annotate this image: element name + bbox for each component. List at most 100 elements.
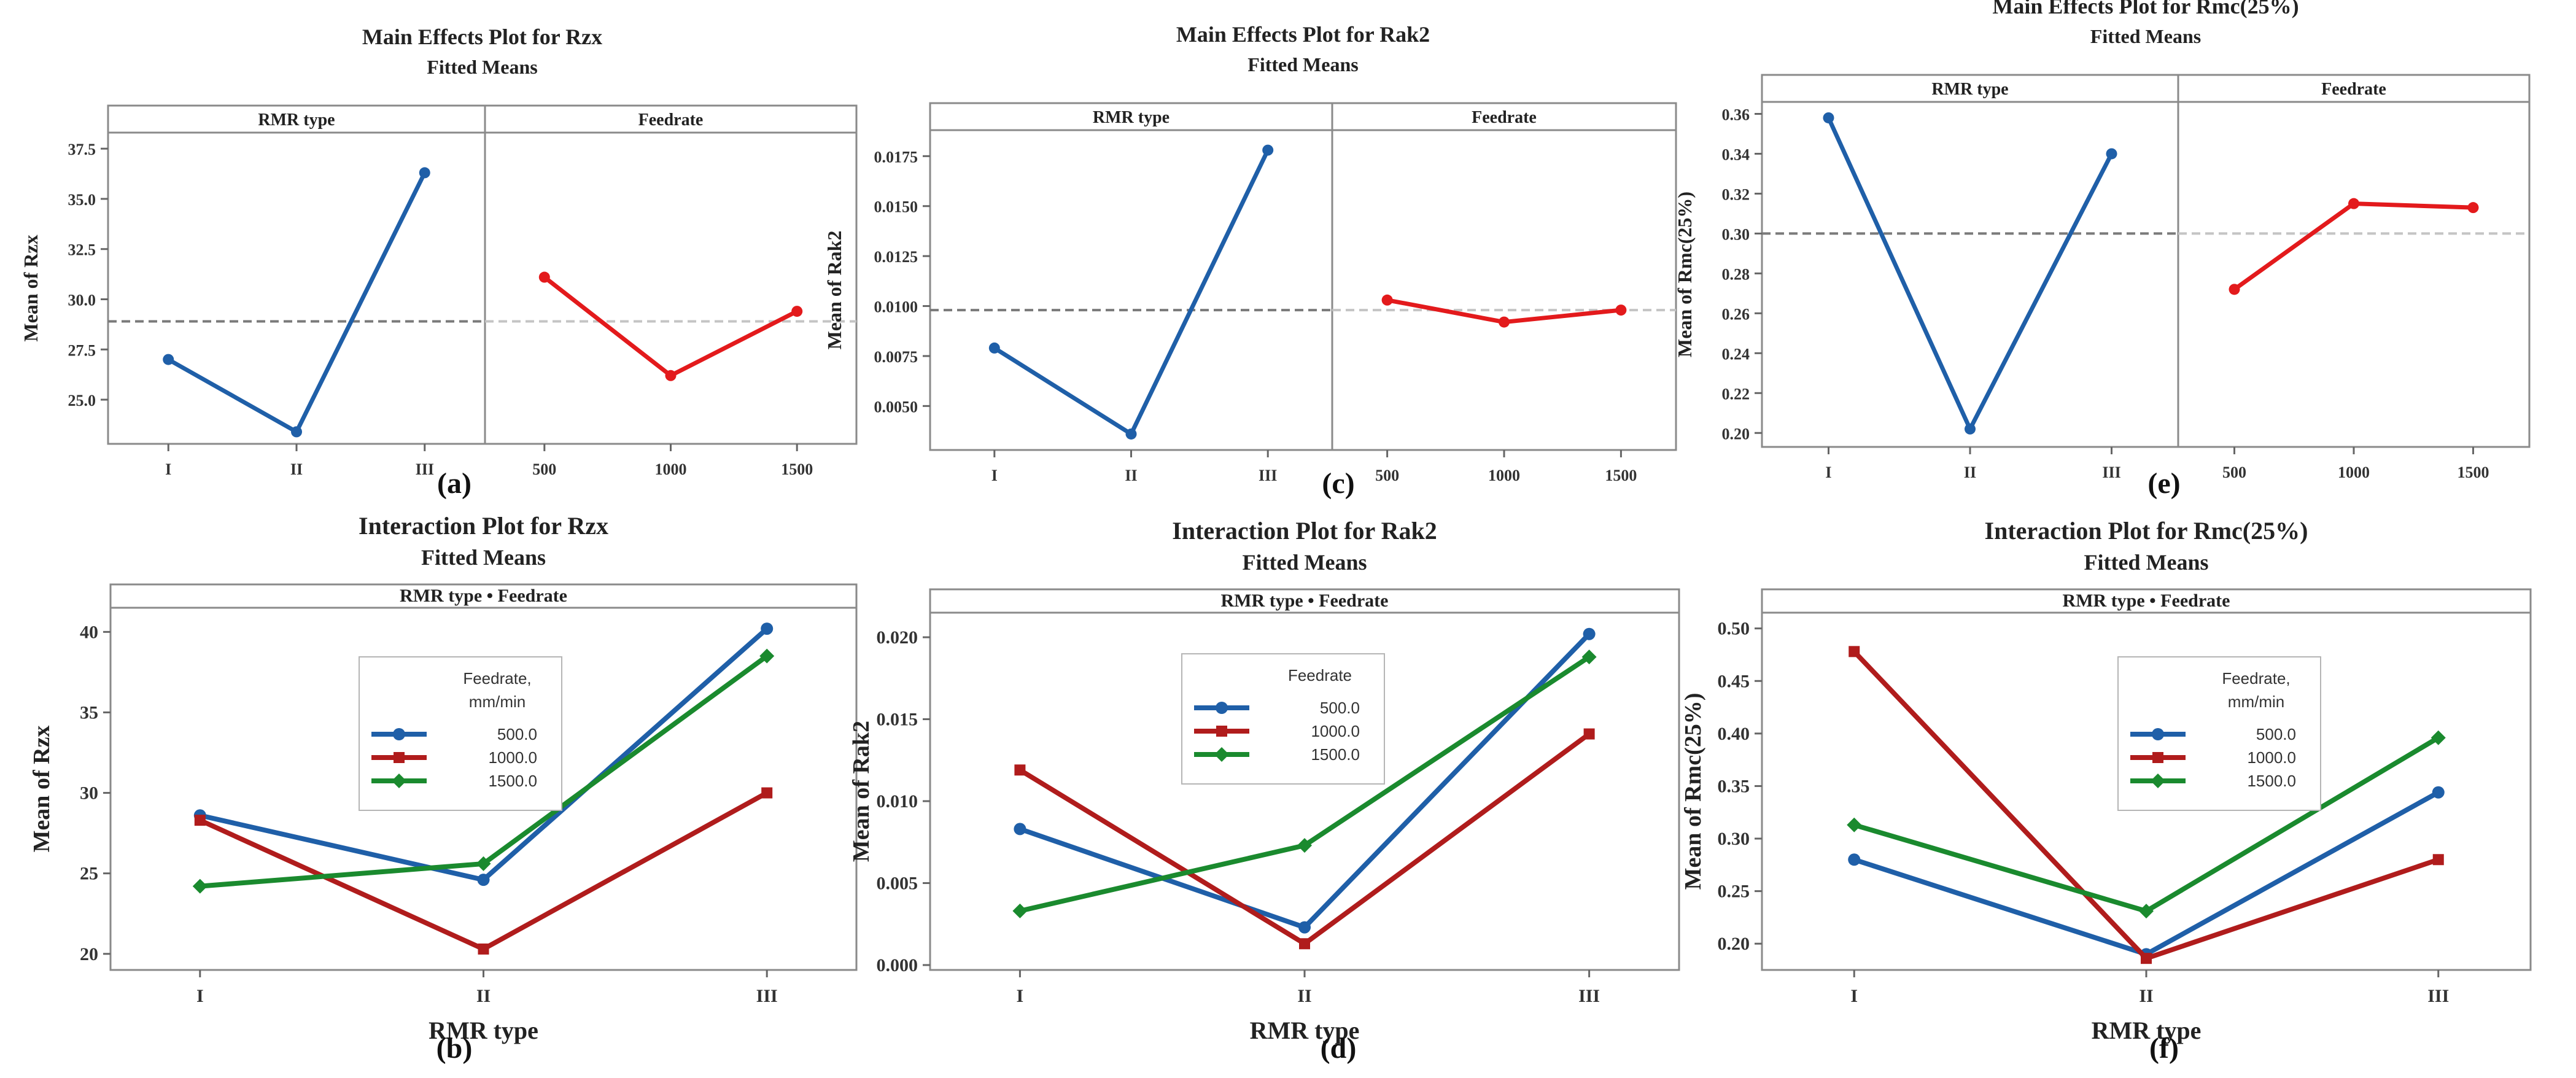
data-point — [2431, 730, 2446, 745]
data-point — [988, 342, 1000, 354]
y-tick-label: 0.40 — [1718, 724, 1750, 744]
facet-strip-label: Feedrate — [2321, 80, 2386, 99]
legend-entry: 1500.0 — [2247, 772, 2296, 790]
y-tick-label: 0.0175 — [874, 148, 918, 166]
y-tick-label: 0.005 — [877, 874, 918, 894]
data-point — [2139, 904, 2154, 919]
y-tick-label: 30 — [80, 783, 98, 804]
series-line — [1853, 790, 2440, 957]
y-axis-label: Mean of Rzx — [29, 726, 55, 853]
y-tick-label: 40 — [80, 622, 98, 642]
data-point — [1583, 627, 1596, 640]
y-tick-label: 0.30 — [1722, 225, 1750, 243]
data-point — [1849, 646, 1860, 657]
data-point — [2432, 786, 2445, 799]
legend-swatch-marker — [2152, 728, 2164, 740]
data-point — [1499, 316, 1510, 328]
series-line — [2233, 201, 2473, 292]
strip-label: RMR type • Feedrate — [400, 586, 567, 606]
x-tick-label: III — [1259, 467, 1277, 484]
y-tick-label: 0.35 — [1718, 776, 1750, 796]
chart-interaction-rzx: Interaction Plot for Rzx Fitted Means 20 25… — [29, 512, 858, 1044]
y-axis-label: Mean of Rak2 — [823, 231, 845, 350]
data-point — [1299, 938, 1310, 950]
y-tick-label: 0.30 — [1718, 829, 1750, 849]
data-point — [1848, 853, 1861, 866]
x-tick-label: 500 — [2222, 463, 2246, 481]
chart-title: Main Effects Plot for Rmc(25%) — [1992, 0, 2299, 18]
y-tick-label: 35 — [80, 702, 98, 723]
legend-entry: 1000.0 — [488, 748, 537, 767]
legend-box — [1181, 653, 1385, 785]
data-point — [1381, 294, 1393, 306]
y-tick-label: 0.22 — [1722, 385, 1750, 403]
y-tick-label: 0.015 — [877, 710, 918, 730]
facet-strip-label: RMR type — [1931, 80, 2008, 99]
y-tick-label: 0.28 — [1722, 265, 1750, 283]
data-point — [476, 856, 491, 871]
data-point — [1012, 903, 1028, 918]
legend-swatch-marker — [394, 752, 405, 763]
data-point — [192, 878, 208, 894]
data-point — [1583, 728, 1595, 740]
facet-strip-label: Feedrate — [638, 111, 704, 130]
x-tick-label: 1000 — [1488, 467, 1520, 484]
y-tick-label: 0.010 — [877, 791, 918, 812]
y-tick-label: 0.20 — [1722, 425, 1750, 443]
y-tick-label: 20 — [80, 944, 98, 964]
y-tick-label: 0.0075 — [874, 348, 918, 366]
y-tick-label: 0.26 — [1722, 305, 1750, 323]
x-axis-label: RMR type — [429, 1017, 538, 1044]
chart-subtitle: Fitted Means — [1243, 550, 1367, 575]
x-tick-label: II — [1297, 986, 1311, 1006]
data-point — [1125, 428, 1137, 440]
legend-swatch-marker — [2152, 752, 2163, 763]
legend-swatch-marker — [1216, 702, 1228, 714]
data-point — [665, 370, 677, 381]
legend-entry: 1000.0 — [1311, 722, 1360, 740]
y-tick-label: 0.32 — [1722, 185, 1750, 203]
y-tick-label: 0.0100 — [874, 298, 918, 316]
x-tick-label: II — [1964, 463, 1976, 481]
y-axis-label: Mean of Rzx — [20, 235, 42, 341]
plot-frame — [107, 104, 858, 445]
x-tick-label: I — [165, 460, 171, 478]
y-tick-label: 37.5 — [68, 141, 96, 158]
x-tick-label: 1500 — [781, 460, 813, 478]
data-point — [194, 815, 206, 826]
y-tick-label: 32.5 — [68, 241, 96, 259]
y-axis-label: Mean of Rmc(25%) — [1674, 192, 1696, 357]
legend-swatch-marker — [392, 774, 406, 788]
legend-swatch-marker — [2151, 774, 2165, 788]
x-tick-label: II — [290, 460, 303, 478]
y-tick-label: 25 — [80, 864, 98, 884]
data-point — [291, 426, 302, 438]
data-point — [761, 622, 774, 635]
data-point — [2229, 284, 2240, 295]
y-tick-label: 0.020 — [877, 627, 918, 648]
legend-entry: 500.0 — [497, 725, 537, 743]
data-point — [1965, 423, 1976, 435]
legend-entry: 1000.0 — [2247, 748, 2296, 767]
x-tick-label: I — [1017, 986, 1024, 1006]
series-line — [1826, 117, 2114, 434]
strip-label: RMR type • Feedrate — [1221, 591, 1389, 611]
x-tick-label: III — [1578, 986, 1600, 1006]
legend-swatch-marker — [1214, 747, 1229, 762]
data-point — [478, 943, 489, 955]
data-point — [477, 874, 490, 886]
data-point — [2432, 854, 2444, 866]
chart-title: Interaction Plot for Rzx — [359, 512, 608, 540]
chart-title: Interaction Plot for Rmc(25%) — [1985, 517, 2308, 545]
legend-swatch-marker — [1216, 726, 1227, 737]
y-tick-label: 0.34 — [1722, 145, 1750, 163]
x-tick-label: I — [1850, 986, 1858, 1006]
caption-a: (a) — [437, 467, 471, 500]
legend-title: mm/min — [2228, 692, 2284, 711]
chart-main-effects-rmc25: Main Effects Plot for Rmc(25%) Fitted Mea… — [1674, 0, 2531, 481]
data-point — [1262, 144, 1274, 156]
plot-frame — [929, 102, 1677, 451]
x-tick-label: 500 — [1375, 467, 1399, 484]
caption-b: (b) — [436, 1032, 473, 1064]
x-tick-label: III — [2427, 986, 2449, 1006]
